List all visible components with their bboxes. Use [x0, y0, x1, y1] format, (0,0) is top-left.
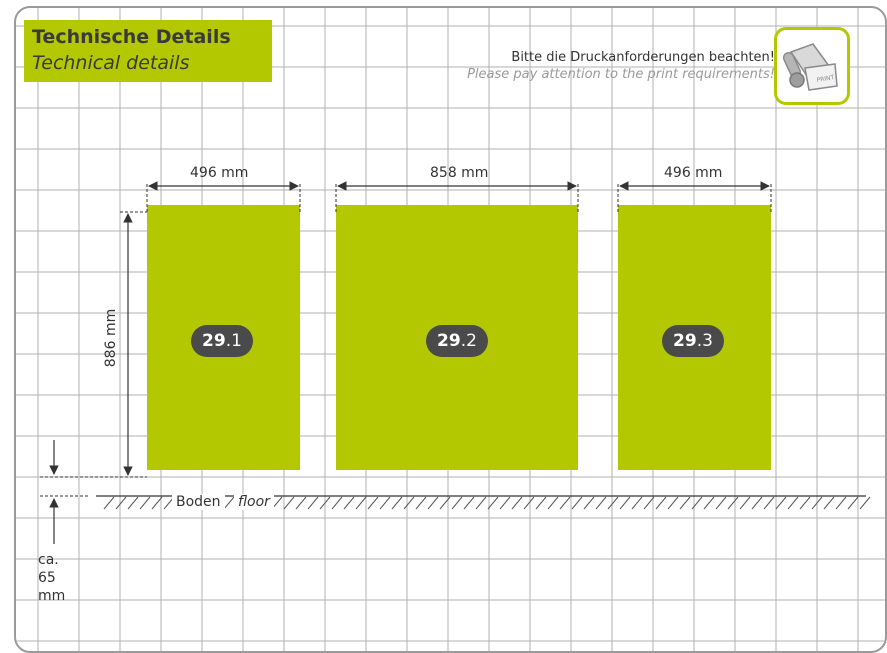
- print-notice-english: Please pay attention to the print requir…: [467, 67, 775, 82]
- floor-hatch: [775, 496, 787, 510]
- gap-label-line-2: 65: [38, 570, 56, 586]
- floor-hatch: [787, 496, 799, 510]
- floor-hatch: [619, 496, 631, 510]
- floor-hatch: [607, 496, 619, 510]
- gap-label-line-1: ca.: [38, 552, 59, 568]
- print-roll-icon: PRINT: [782, 43, 838, 91]
- floor-hatch: [559, 496, 571, 510]
- height-label: 886 mm: [103, 308, 120, 368]
- floor-hatch: [391, 496, 403, 510]
- panel-number: 29: [437, 331, 461, 351]
- width-dimension-2: [335, 181, 579, 212]
- floor-hatch: [355, 496, 367, 510]
- panel-number-badge: 29.3: [662, 325, 724, 357]
- floor-hatch: [511, 496, 523, 510]
- floor-hatch: [427, 496, 439, 510]
- title-german: Technische Details: [32, 26, 231, 48]
- panel-suffix: .1: [225, 331, 242, 351]
- floor-hatch: [439, 496, 451, 510]
- gap-label-line-3: mm: [38, 588, 66, 604]
- floor-hatch: [307, 496, 319, 510]
- panel-29-3: 29.3: [618, 205, 771, 470]
- width-label-2: 858 mm: [430, 165, 489, 181]
- floor-hatch: [127, 496, 139, 510]
- floor-hatch: [103, 496, 115, 510]
- floor-hatch: [295, 496, 307, 510]
- panel-number-badge: 29.2: [426, 325, 488, 357]
- floor-hatch: [475, 496, 487, 510]
- floor-hatch: [451, 496, 463, 510]
- floor-hatch: [847, 496, 859, 510]
- floor-hatch: [679, 496, 691, 510]
- floor-line: [96, 495, 871, 510]
- floor-hatch: [643, 496, 655, 510]
- floor-hatch: [331, 496, 343, 510]
- floor-hatch: [283, 496, 295, 510]
- floor-hatch: [739, 496, 751, 510]
- floor-hatch: [859, 496, 871, 510]
- floor-hatch: [499, 496, 511, 510]
- panel-number-badge: 29.1: [191, 325, 253, 357]
- floor-hatch: [655, 496, 667, 510]
- floor-hatch: [703, 496, 715, 510]
- floor-hatch: [691, 496, 703, 510]
- height-dimension: [40, 211, 147, 478]
- floor-hatch: [151, 496, 163, 510]
- floor-hatch: [835, 496, 847, 510]
- floor-hatch: [115, 496, 127, 510]
- floor-hatch: [631, 496, 643, 510]
- floor-hatch: [583, 496, 595, 510]
- floor-hatch: [811, 496, 823, 510]
- panel-29-1: 29.1: [147, 205, 300, 470]
- floor-hatch: [547, 496, 559, 510]
- panel-suffix: .3: [696, 331, 713, 351]
- floor-hatch: [343, 496, 355, 510]
- floor-hatch: [223, 496, 235, 510]
- print-notice-german: Bitte die Druckanforderungen beachten!: [511, 50, 775, 65]
- floor-hatch: [403, 496, 415, 510]
- width-label-1: 496 mm: [190, 165, 249, 181]
- floor-hatch: [319, 496, 331, 510]
- floor-gap-dimension: [40, 440, 90, 544]
- width-label-3: 496 mm: [664, 165, 723, 181]
- floor-hatch: [367, 496, 379, 510]
- panel-number: 29: [202, 331, 226, 351]
- floor-hatch: [823, 496, 835, 510]
- floor-hatch: [379, 496, 391, 510]
- panel-suffix: .2: [460, 331, 477, 351]
- floor-hatch: [727, 496, 739, 510]
- floor-hatch: [139, 496, 151, 510]
- panel-29-2: 29.2: [336, 205, 578, 470]
- floor-hatch: [463, 496, 475, 510]
- floor-hatch: [571, 496, 583, 510]
- floor-hatch: [487, 496, 499, 510]
- floor-hatch: [523, 496, 535, 510]
- title-box: Technische Details Technical details: [24, 20, 272, 82]
- floor-label-english: floor: [234, 494, 274, 510]
- print-requirements-badge: PRINT: [774, 27, 850, 105]
- floor-hatch: [415, 496, 427, 510]
- floor-hatch: [667, 496, 679, 510]
- badge-print-text: PRINT: [816, 74, 835, 84]
- floor-hatch: [799, 496, 811, 510]
- floor-hatch: [595, 496, 607, 510]
- floor-label-german: Boden: [172, 494, 225, 510]
- floor-hatch: [763, 496, 775, 510]
- width-dimension-3: [617, 181, 772, 212]
- floor-gap-label: ca. 65 mm: [38, 551, 68, 605]
- floor-hatch: [751, 496, 763, 510]
- title-english: Technical details: [32, 52, 190, 74]
- width-dimension-1: [146, 181, 301, 212]
- panel-number: 29: [673, 331, 697, 351]
- floor-hatch: [715, 496, 727, 510]
- floor-hatch: [535, 496, 547, 510]
